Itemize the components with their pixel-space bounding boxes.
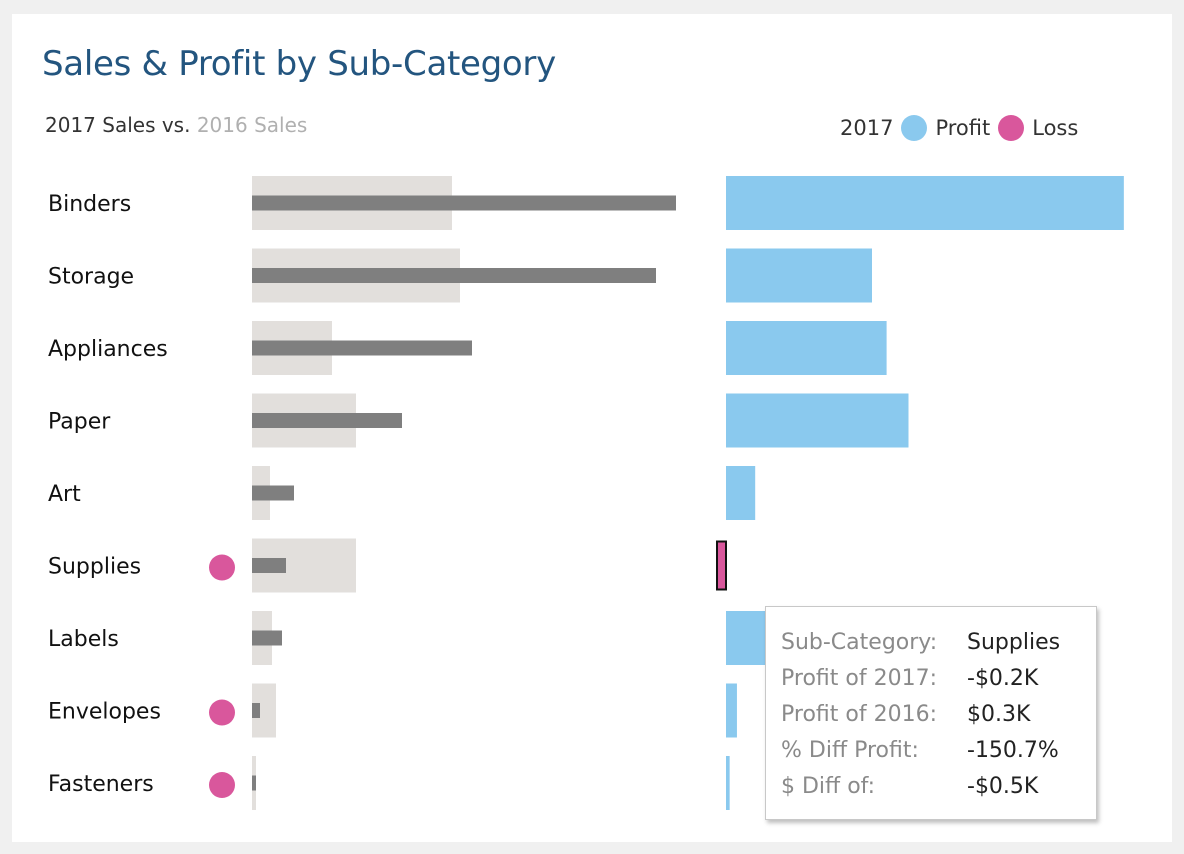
tooltip-key: % Diff Profit: (781, 738, 919, 763)
bar-profit-paper[interactable] (726, 393, 909, 448)
tooltip-key: Profit of 2016: (781, 702, 937, 727)
category-label-fasteners: Fasteners (48, 772, 154, 797)
bar-sales-2017-storage[interactable] (252, 268, 656, 283)
tooltip-value: -$0.2K (967, 666, 1039, 691)
bar-sales-2017-paper[interactable] (252, 413, 402, 428)
category-label-labels: Labels (48, 627, 119, 652)
category-label-appliances: Appliances (48, 337, 168, 362)
tooltip-row-pct-diff: % Diff Profit: -150.7% (781, 733, 1096, 769)
tooltip-value: $0.3K (967, 702, 1031, 727)
bar-sales-2017-envelopes[interactable] (252, 703, 260, 718)
bar-profit-art[interactable] (726, 466, 756, 520)
subtitle-current: 2017 Sales vs. (45, 113, 191, 137)
subtitle-previous: 2016 Sales (196, 113, 308, 137)
tooltip-value: -150.7% (967, 738, 1059, 763)
category-label-storage: Storage (48, 265, 134, 290)
loss-indicator-icon (209, 699, 235, 726)
bar-sales-2017-supplies[interactable] (252, 558, 286, 573)
loss-indicator-icon (209, 554, 235, 581)
legend-profit-dot-icon (901, 115, 928, 141)
category-label-envelopes: Envelopes (48, 700, 161, 725)
chart-subtitle: 2017 Sales vs. 2016 Sales (45, 113, 307, 137)
bar-profit-supplies[interactable] (716, 540, 727, 591)
bar-profit-fasteners[interactable] (726, 756, 730, 810)
legend-year: 2017 (840, 116, 894, 140)
loss-indicator-icon (209, 772, 235, 798)
bar-sales-2017-art[interactable] (252, 485, 294, 501)
tooltip-row-sub-category: Sub-Category: Supplies (781, 625, 1096, 661)
category-label-art: Art (48, 482, 81, 507)
bar-sales-2017-appliances[interactable] (252, 340, 472, 356)
bar-profit-appliances[interactable] (726, 321, 887, 375)
bar-sales-2017-binders[interactable] (252, 195, 676, 211)
category-label-binders: Binders (48, 192, 131, 217)
category-label-paper: Paper (48, 410, 111, 435)
tooltip-row-profit-2016: Profit of 2016: $0.3K (781, 697, 1096, 733)
bar-profit-envelopes[interactable] (726, 683, 737, 738)
legend: 2017 Profit Loss (840, 114, 1078, 142)
bar-profit-binders[interactable] (726, 176, 1124, 230)
tooltip-value: -$0.5K (967, 774, 1039, 799)
bar-sales-2017-labels[interactable] (252, 630, 282, 646)
bar-sales-2017-fasteners[interactable] (252, 775, 256, 791)
tooltip-key: Sub-Category: (781, 630, 938, 655)
legend-loss-dot-icon (998, 115, 1025, 141)
tooltip-row-dollar-diff: $ Diff of: -$0.5K (781, 769, 1096, 805)
chart-title: Sales & Profit by Sub-Category (42, 44, 556, 84)
tooltip-value: Supplies (967, 630, 1061, 655)
tooltip-key: Profit of 2017: (781, 666, 937, 691)
tooltip: Sub-Category: Supplies Profit of 2017: -… (765, 606, 1097, 820)
category-label-supplies: Supplies (48, 555, 141, 580)
legend-profit-label: Profit (935, 116, 991, 140)
bar-profit-storage[interactable] (726, 248, 872, 303)
legend-loss-label: Loss (1032, 116, 1079, 140)
tooltip-key: $ Diff of: (781, 774, 876, 799)
tooltip-row-profit-2017: Profit of 2017: -$0.2K (781, 661, 1096, 697)
